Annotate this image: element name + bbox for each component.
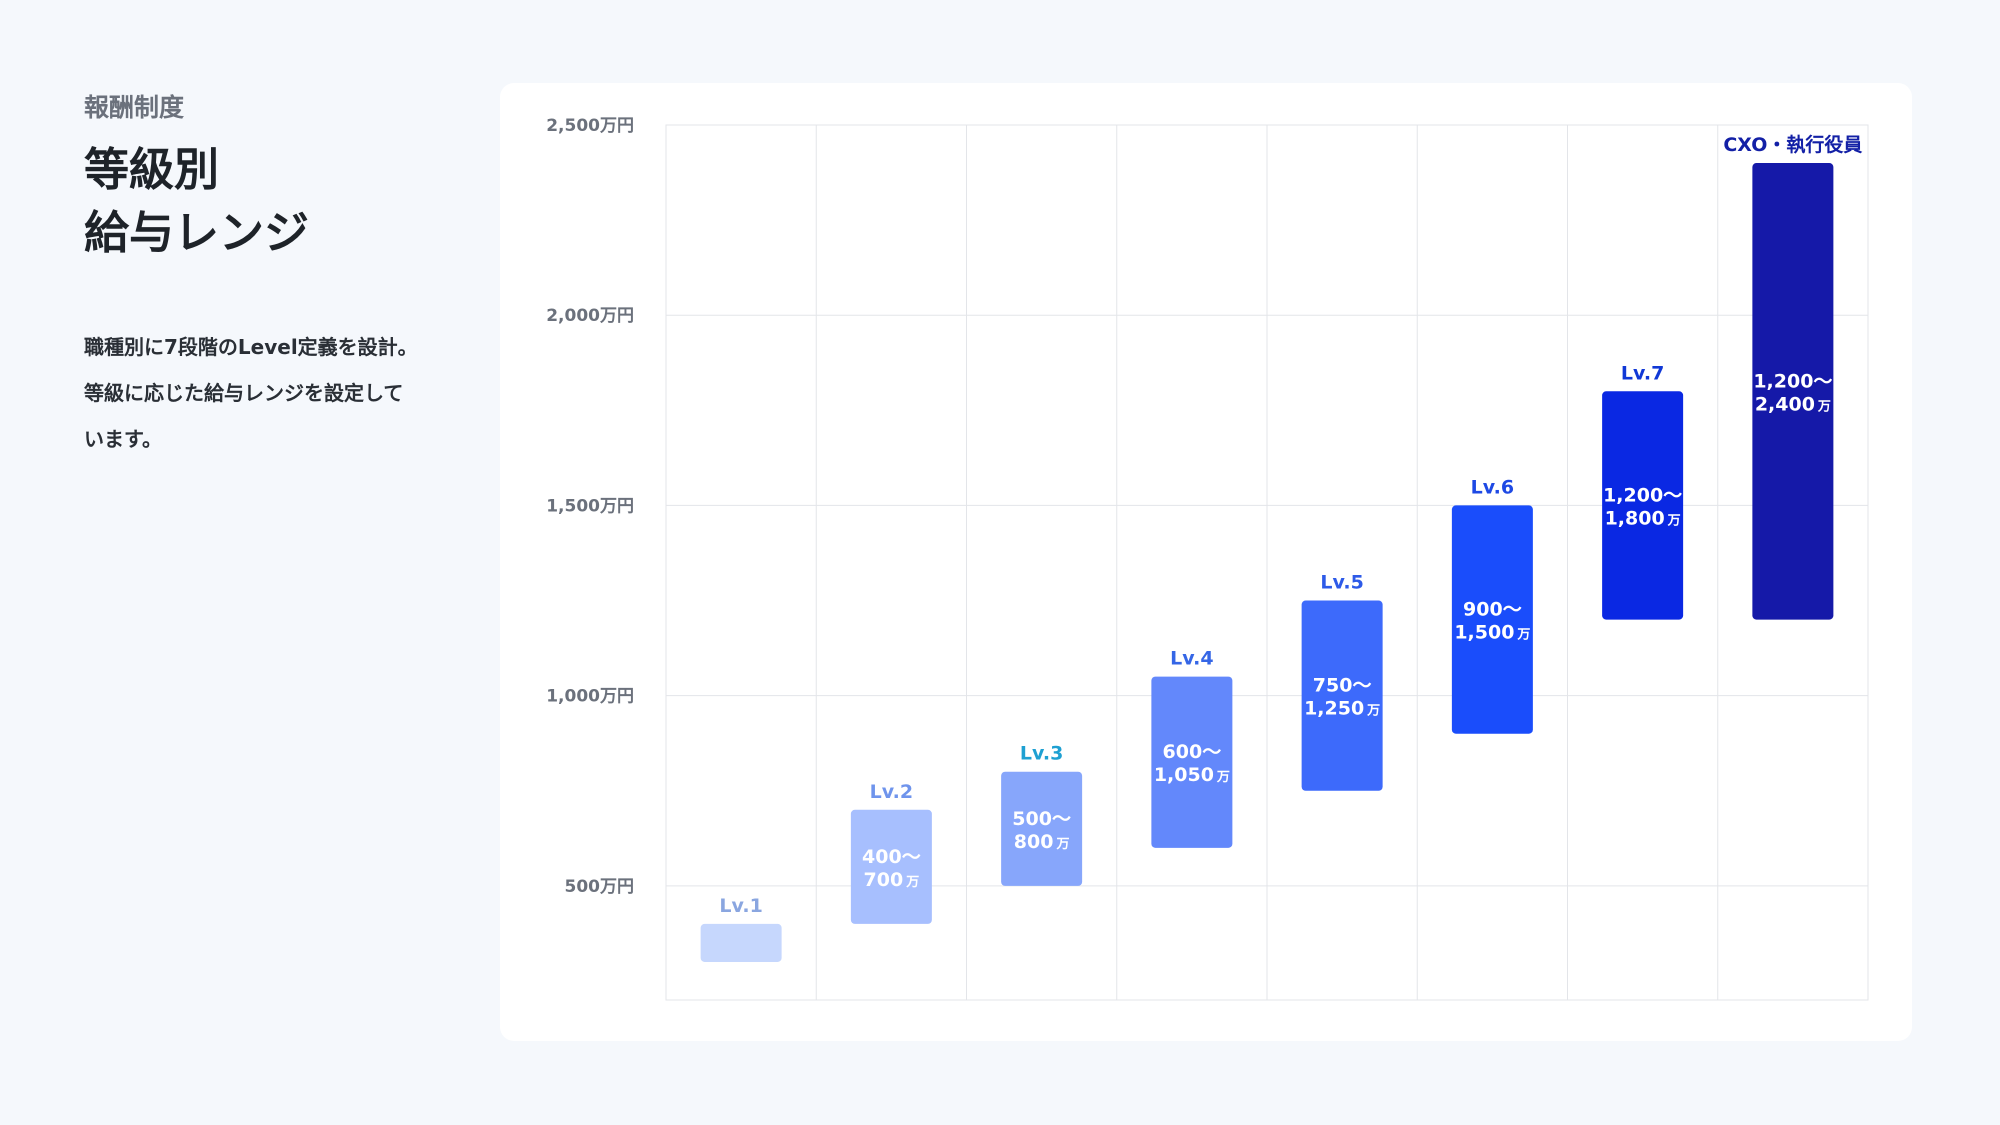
intro-panel: 報酬制度 等級別 給与レンジ 職種別に7段階のLevel定義を設計。 等級に応じ… xyxy=(84,88,464,462)
range-bar xyxy=(1151,676,1233,848)
bar-range-label-min: 750～ xyxy=(1313,675,1372,697)
bar-level-label: Lv.3 xyxy=(1020,743,1063,765)
description: 職種別に7段階のLevel定義を設計。 等級に応じた給与レンジを設定して います… xyxy=(84,324,464,462)
bar-range-label-min: 500～ xyxy=(1012,808,1071,830)
bar-level-label: Lv.7 xyxy=(1621,362,1664,384)
bar-range-unit: 万 xyxy=(1667,513,1681,528)
range-bar xyxy=(1451,505,1533,734)
bar-range-unit: 万 xyxy=(1817,399,1831,414)
page-title-line-2: 給与レンジ xyxy=(84,206,310,259)
description-line-2: 等級に応じた給与レンジを設定して xyxy=(84,381,404,405)
range-bar xyxy=(1752,163,1834,620)
y-tick-label: 1,500万円 xyxy=(546,496,634,516)
bar-range-label-max: 800 万 xyxy=(1014,831,1070,853)
bar-range-unit: 万 xyxy=(1216,770,1230,785)
range-bar xyxy=(1301,600,1383,791)
bar-range-unit: 万 xyxy=(905,875,919,890)
bar-range-label-max: 1,050 万 xyxy=(1154,764,1230,786)
bar-range-label-min: 1,200～ xyxy=(1603,484,1682,506)
bar-level-label: Lv.6 xyxy=(1471,476,1514,498)
range-bar xyxy=(1001,771,1083,886)
bar-range-label-min: 900～ xyxy=(1463,599,1522,621)
y-tick-label: 2,500万円 xyxy=(546,116,634,136)
range-bar xyxy=(1602,391,1684,620)
bar-level-label: Lv.5 xyxy=(1320,572,1363,594)
bar-range-unit: 万 xyxy=(1516,628,1530,643)
bar-range-unit: 万 xyxy=(1366,704,1380,719)
y-tick-label: 500万円 xyxy=(565,877,635,897)
bar-level-label: Lv.1 xyxy=(719,895,762,917)
bar-range-unit: 万 xyxy=(1055,837,1069,852)
bar-range-label-max: 1,250 万 xyxy=(1304,698,1380,720)
chart-card: 500万円 1,000万円 1,500万円 2,000万円 2,500万円 Lv.1 Lv.… xyxy=(500,83,1912,1041)
description-line-1: 職種別に7段階のLevel定義を設計。 xyxy=(84,335,418,359)
bar-level-label: CXO・執行役員 xyxy=(1723,133,1862,156)
bar-range-label-min: 400～ xyxy=(862,846,921,868)
page-title: 等級別 給与レンジ xyxy=(84,138,464,264)
salary-range-chart: 500万円 1,000万円 1,500万円 2,000万円 2,500万円 Lv.1 Lv.… xyxy=(546,116,1869,1001)
range-bar xyxy=(700,923,782,962)
range-bar xyxy=(850,809,932,924)
bar-range-label-max: 1,500 万 xyxy=(1454,622,1530,644)
page-title-line-1: 等級別 xyxy=(84,143,220,196)
bar-range-label-max: 700 万 xyxy=(864,869,920,891)
bar-level-label: Lv.4 xyxy=(1170,648,1213,670)
bar-range-label-min: 600～ xyxy=(1163,741,1222,763)
section-label: 報酬制度 xyxy=(84,93,185,122)
bar-range-label-max: 2,400 万 xyxy=(1755,393,1831,415)
bar-range-label-min: 1,200～ xyxy=(1753,370,1832,392)
bar-level-label: Lv.2 xyxy=(870,781,913,803)
description-line-3: います。 xyxy=(84,427,162,451)
y-tick-label: 2,000万円 xyxy=(546,306,634,326)
bar-range-label-max: 1,800 万 xyxy=(1605,507,1681,529)
y-tick-label: 1,000万円 xyxy=(546,687,634,707)
